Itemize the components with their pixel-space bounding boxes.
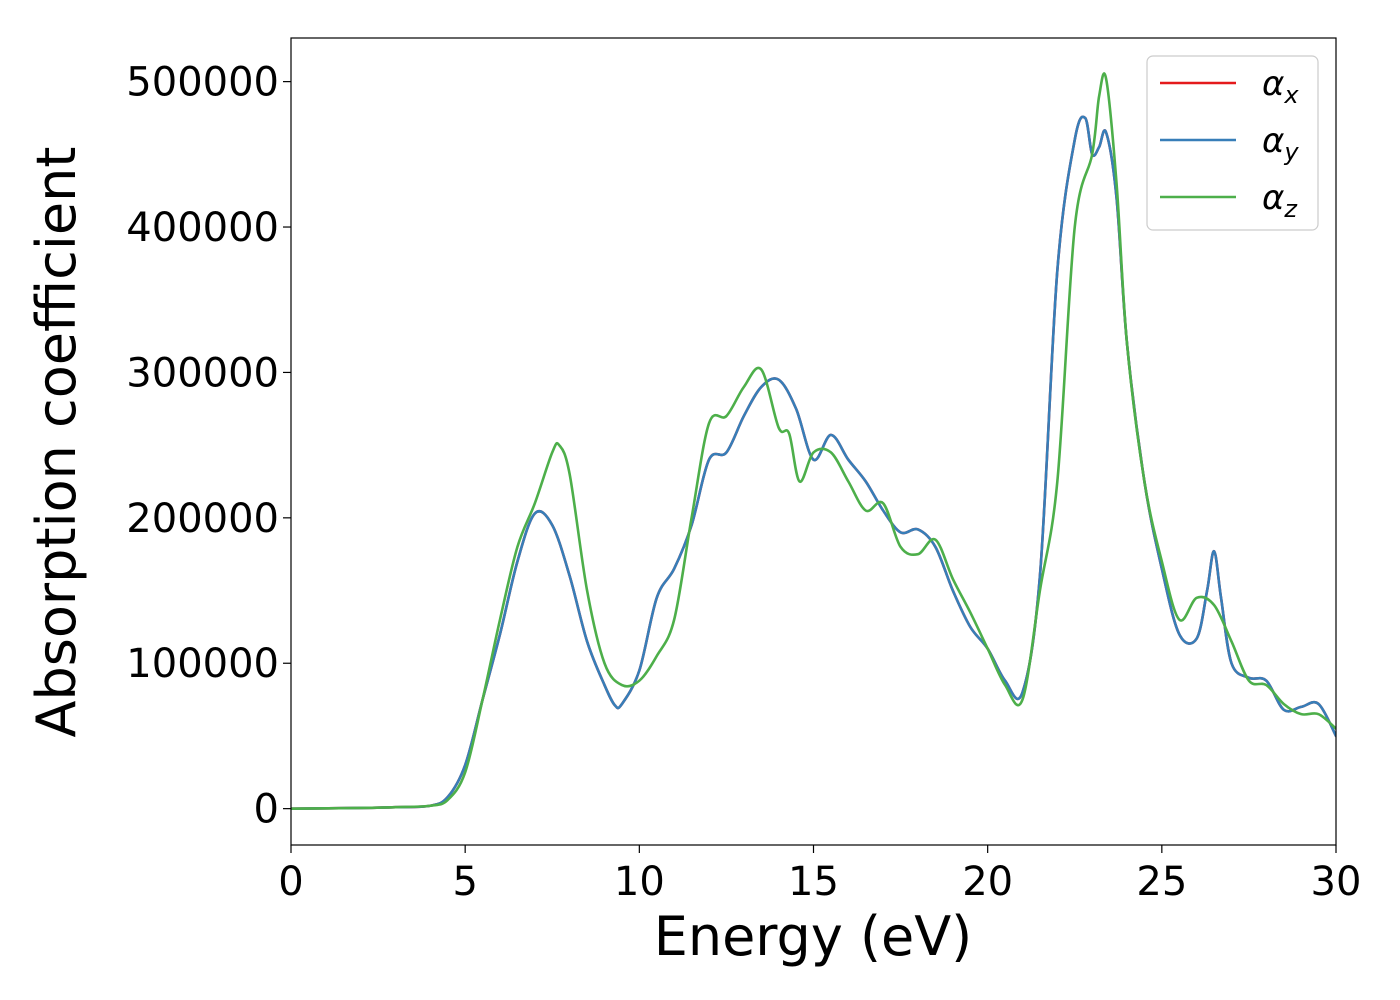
legend-label-z: αz — [1262, 178, 1298, 223]
y-axis: 0 100000 200000 300000 400000 500000 — [126, 60, 291, 833]
series-line-y — [291, 115, 1336, 810]
x-tick-label: 0 — [278, 859, 303, 905]
y-tick-label: 200000 — [126, 496, 279, 542]
series-line-z — [291, 72, 1336, 810]
y-axis-title: Absorption coefficient — [25, 147, 88, 738]
y-tick-label: 400000 — [126, 205, 279, 251]
x-axis: 0 5 10 15 20 25 30 — [278, 845, 1361, 905]
x-tick-label: 15 — [788, 859, 839, 905]
y-tick-label: 300000 — [126, 350, 279, 396]
legend-box — [1146, 55, 1319, 231]
x-axis-title: Energy (eV) — [654, 905, 973, 968]
x-tick-label: 10 — [614, 859, 665, 905]
x-tick-label: 20 — [962, 859, 1013, 905]
x-tick-label: 25 — [1136, 859, 1187, 905]
legend: αx αy αz — [1146, 55, 1319, 231]
legend-label-y: αy — [1262, 121, 1299, 166]
x-tick-label: 30 — [1311, 859, 1362, 905]
legend-label-x: αx — [1262, 64, 1299, 109]
y-tick-label: 0 — [254, 787, 279, 833]
series-layer — [291, 72, 1336, 810]
y-tick-label: 500000 — [126, 60, 279, 106]
y-tick-label: 100000 — [126, 641, 279, 687]
x-tick-label: 5 — [452, 859, 477, 905]
